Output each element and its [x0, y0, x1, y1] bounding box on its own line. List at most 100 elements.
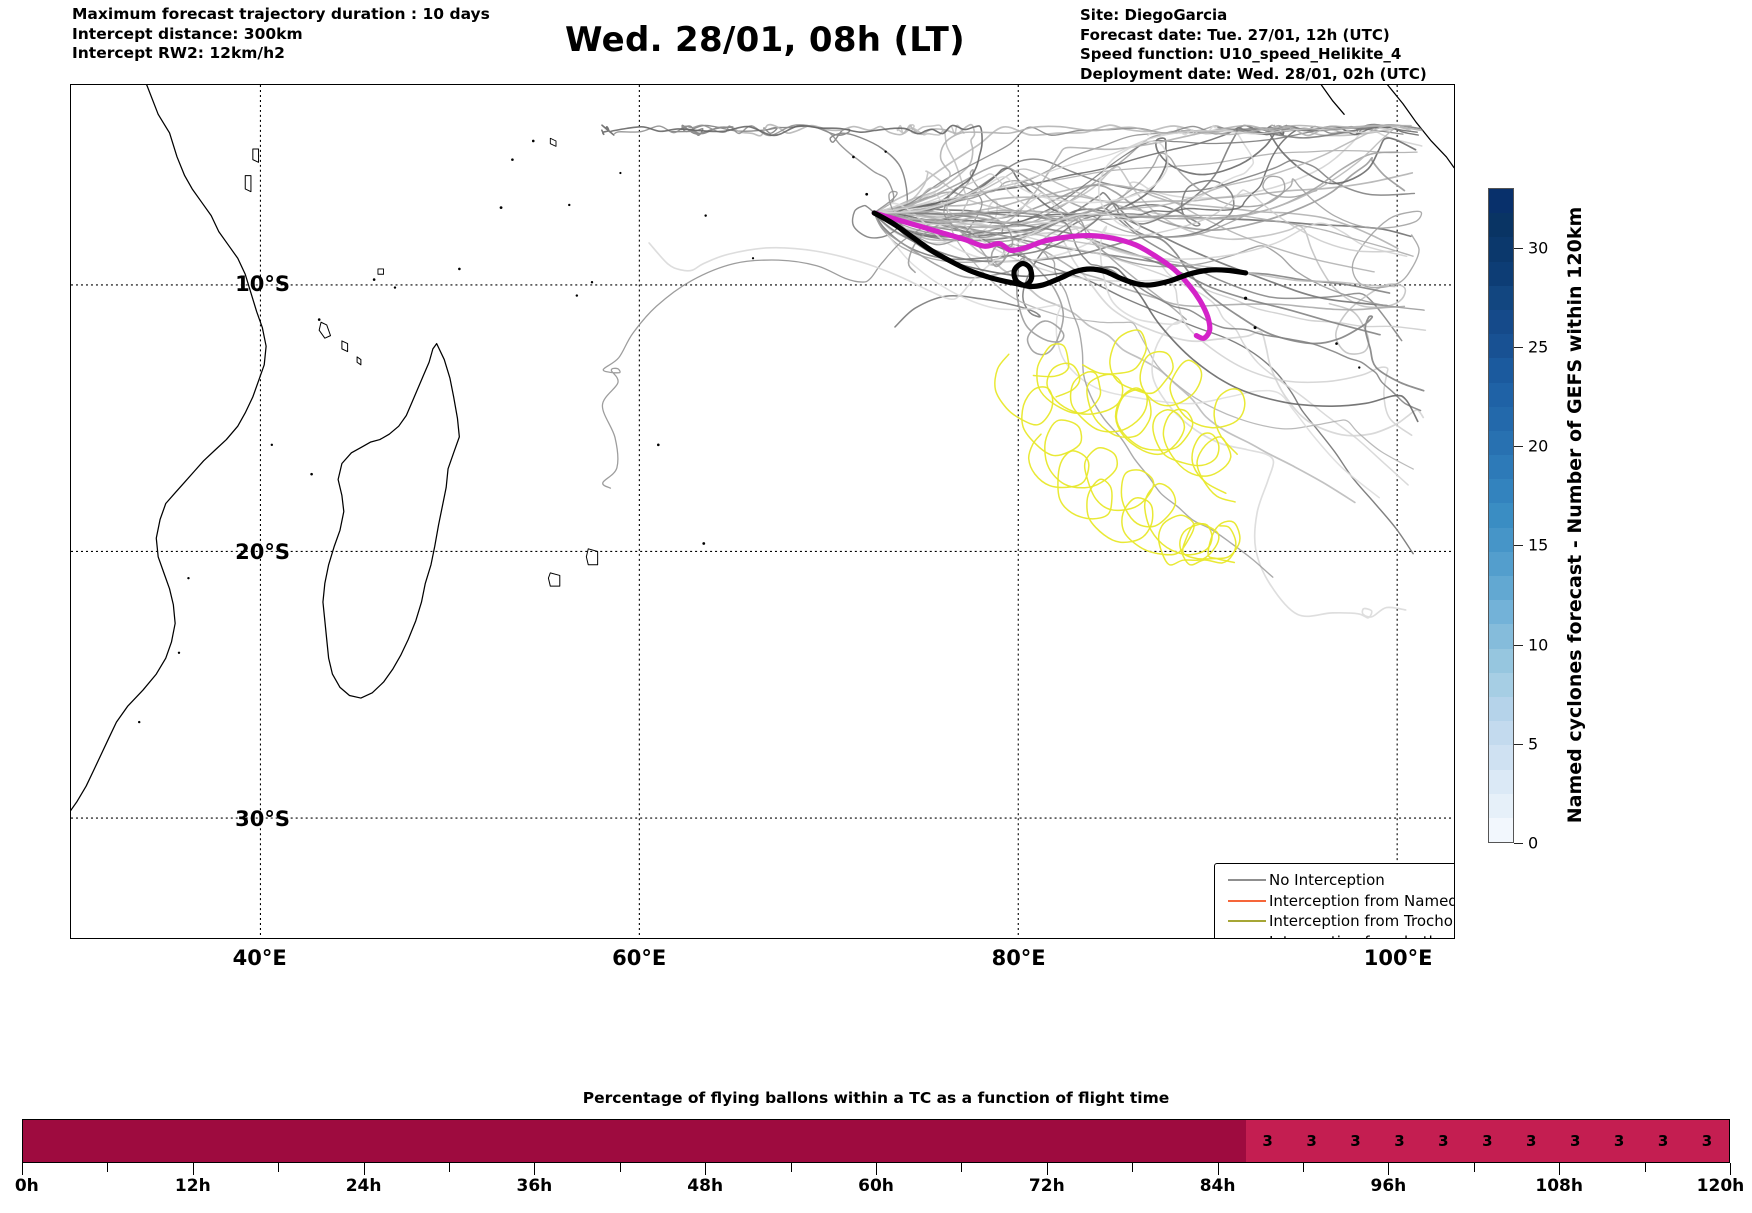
header-left-line-1: Maximum forecast trajectory duration : 1… — [72, 5, 490, 23]
percentage-axis-tick — [1644, 1163, 1646, 1172]
header-left-info: Maximum forecast trajectory duration : 1… — [72, 5, 490, 64]
percentage-value-label: 3 — [1569, 1132, 1581, 1150]
colorbar-swatch — [1489, 479, 1513, 504]
percentage-value-label: 3 — [1438, 1132, 1449, 1150]
percentage-axis-label: 48h — [687, 1176, 724, 1196]
island-dots — [138, 139, 1361, 724]
percentage-axis-tick — [790, 1163, 792, 1172]
percentage-axis-label: 96h — [1370, 1176, 1407, 1196]
colorbar[interactable]: 0 5 10 15 20 25 30 Named cyclones forecast - N… — [1488, 170, 1618, 860]
colorbar-swatch — [1489, 189, 1513, 214]
header-forecast-date: Forecast date: Tue. 27/01, 12h (UTC) — [1080, 25, 1390, 44]
lon-tick-label: 40°E — [232, 946, 287, 970]
colorbar-tick — [1514, 644, 1523, 646]
colorbar-swatch — [1489, 576, 1513, 601]
coastlines — [71, 85, 1454, 812]
percentage-axis-label: 36h — [516, 1176, 553, 1196]
percentage-axis-tick — [1303, 1163, 1304, 1172]
colorbar-swatch — [1489, 213, 1513, 238]
colorbar-tick-label: 20 — [1528, 436, 1549, 456]
percentage-axis-label: 60h — [858, 1176, 894, 1196]
legend-item-both[interactable]: Interception from both — [1225, 932, 1454, 938]
legend-swatch-trochoid — [1225, 917, 1269, 925]
header-left-line-2: Intercept distance: 300km — [72, 24, 303, 43]
colorbar-swatch — [1489, 817, 1513, 843]
percentage-bar-title: Percentage of flying ballons within a TC… — [582, 1089, 1170, 1107]
colorbar-tick — [1514, 346, 1523, 348]
page-title: Wed. 28/01, 08h (LT) — [565, 20, 965, 60]
percentage-bar[interactable]: 3 3 3 3 3 3 3 3 3 3 3 — [22, 1119, 1730, 1163]
hres-trajectory — [871, 210, 1213, 341]
colorbar-swatch — [1489, 551, 1513, 576]
percentage-axis-tick — [876, 1163, 877, 1175]
percentage-axis-tick — [1559, 1163, 1561, 1175]
percentage-axis-tick — [619, 1163, 621, 1172]
legend-item-trochoid[interactable]: Interception from Trochoid — [1225, 911, 1454, 932]
colorbar-tick — [1514, 545, 1523, 547]
colorbar-tick-label: 0 — [1528, 833, 1539, 853]
percentage-axis-tick — [449, 1163, 450, 1172]
percentage-axis-tick — [534, 1163, 536, 1175]
colorbar-swatch — [1489, 285, 1513, 310]
percentage-value-label: 3 — [1657, 1132, 1669, 1150]
percentage-axis-tick — [705, 1163, 707, 1175]
colorbar-swatch — [1489, 672, 1513, 697]
colorbar-swatch — [1489, 261, 1513, 286]
colorbar-swatch — [1489, 769, 1513, 794]
percentage-value-label: 3 — [1526, 1132, 1537, 1150]
colorbar-swatch — [1489, 358, 1513, 383]
lon-tick-label: 60°E — [612, 946, 667, 970]
percentage-axis-tick — [1388, 1163, 1390, 1175]
colorbar-swatch — [1489, 430, 1513, 456]
legend-label-no-interception: No Interception — [1269, 871, 1385, 890]
legend-item-named-cyclone[interactable]: Interception from Named cyclone — [1225, 891, 1455, 912]
percentage-axis-tick — [1132, 1163, 1134, 1172]
header-left-line-3: Intercept RW2: 12km/h2 — [72, 44, 285, 62]
legend-label-named-cyclone: Interception from Named cyclone — [1269, 891, 1455, 910]
lat-tick-label: 20°S — [235, 539, 290, 564]
header-site: Site: DiegoGarcia — [1080, 6, 1228, 24]
colorbar-title-text: Named cyclones forecast - Number of GEFS… — [1564, 206, 1586, 824]
percentage-value-label: 3 — [1394, 1132, 1405, 1150]
colorbar-gradient — [1488, 188, 1514, 843]
percentage-value-label: 3 — [1482, 1132, 1493, 1150]
percentage-axis-tick — [1046, 1163, 1048, 1175]
percentage-bar-axis: 0h 12h 24h 36h 48h 60h 72h 84h 96h 108h 120h — [15, 1163, 1744, 1209]
percentage-axis-label: 72h — [1028, 1176, 1065, 1196]
colorbar-swatch — [1489, 648, 1513, 673]
legend-swatch-no-interception — [1225, 876, 1269, 884]
colorbar-swatch — [1489, 334, 1513, 359]
colorbar-title: Named cyclones forecast - Number of GEFS… — [1560, 170, 1590, 860]
header-deployment-date: Deployment date: Wed. 28/01, 02h (UTC) — [1080, 64, 1427, 83]
percentage-value-label: 3 — [1613, 1132, 1625, 1150]
percentage-axis-label: 12h — [174, 1176, 211, 1196]
lon-tick-label: 100°E — [1363, 946, 1433, 970]
percentage-axis-label: 84h — [1199, 1176, 1236, 1196]
map-canvas — [71, 85, 1454, 938]
colorbar-swatch — [1489, 503, 1513, 528]
legend-item-no-interception[interactable]: No Interception — [1225, 870, 1454, 891]
percentage-value-label: 3 — [1262, 1132, 1273, 1150]
colorbar-tick — [1514, 446, 1523, 448]
percentage-segment[interactable]: 3 3 3 3 3 3 3 3 3 3 3 — [1245, 1120, 1729, 1162]
colorbar-swatch — [1489, 721, 1513, 746]
colorbar-swatch — [1489, 696, 1513, 722]
colorbar-swatch — [1489, 406, 1513, 431]
percentage-axis-tick — [1473, 1163, 1475, 1172]
percentage-value-label: 3 — [1306, 1132, 1317, 1150]
colorbar-swatch — [1489, 600, 1513, 625]
colorbar-swatch — [1489, 745, 1513, 770]
colorbar-tick-label: 10 — [1528, 635, 1549, 654]
map-legend[interactable]: No Interception Interception from Named … — [1214, 863, 1455, 938]
lat-tick-label: 30°S — [235, 806, 290, 831]
map-plot-area[interactable]: No Interception Interception from Named … — [70, 84, 1455, 939]
lon-tick-label: 80°E — [991, 946, 1046, 970]
percentage-axis-label: 120h — [1696, 1176, 1745, 1196]
percentage-segment[interactable] — [23, 1120, 1246, 1162]
percentage-value-label: 3 — [1701, 1132, 1713, 1150]
percentage-value-label: 3 — [1350, 1132, 1361, 1150]
legend-label-both: Interception from both — [1269, 933, 1438, 938]
colorbar-swatch — [1489, 527, 1513, 552]
ensemble-trajectories — [601, 123, 1427, 619]
colorbar-swatch — [1489, 455, 1513, 480]
